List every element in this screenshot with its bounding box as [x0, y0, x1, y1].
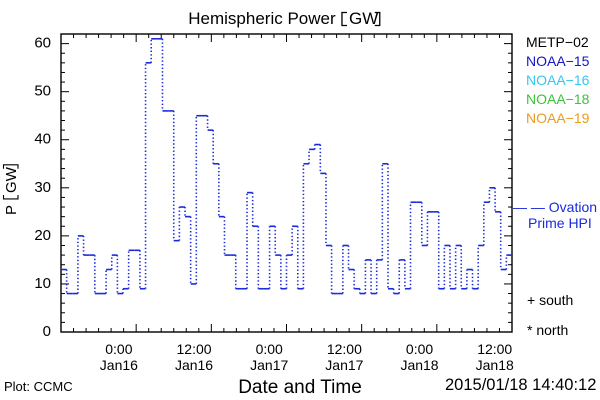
- svg-text:GW: GW: [349, 9, 378, 28]
- svg-text:30: 30: [34, 179, 51, 196]
- svg-text:Jan16: Jan16: [175, 357, 213, 373]
- svg-text:Jan17: Jan17: [250, 357, 288, 373]
- svg-text:Jan18: Jan18: [476, 357, 514, 373]
- svg-text:12:00: 12:00: [177, 341, 212, 357]
- svg-text:Jan16: Jan16: [100, 357, 138, 373]
- svg-text:10: 10: [34, 275, 51, 292]
- svg-text:40: 40: [34, 131, 51, 148]
- svg-text:60: 60: [34, 35, 51, 52]
- svg-text:P: P: [3, 205, 20, 215]
- svg-text:12:00: 12:00: [327, 341, 362, 357]
- svg-text:Jan18: Jan18: [400, 357, 438, 373]
- svg-text:0:00: 0:00: [406, 341, 433, 357]
- svg-text:0:00: 0:00: [105, 341, 132, 357]
- svg-text:12:00: 12:00: [477, 341, 512, 357]
- svg-text:0: 0: [43, 323, 51, 340]
- svg-text:0:00: 0:00: [256, 341, 283, 357]
- svg-text:GW: GW: [3, 166, 20, 193]
- svg-text:Jan17: Jan17: [325, 357, 363, 373]
- svg-text:50: 50: [34, 83, 51, 100]
- svg-text:Hemispheric Power: Hemispheric Power: [188, 9, 336, 28]
- svg-text:20: 20: [34, 227, 51, 244]
